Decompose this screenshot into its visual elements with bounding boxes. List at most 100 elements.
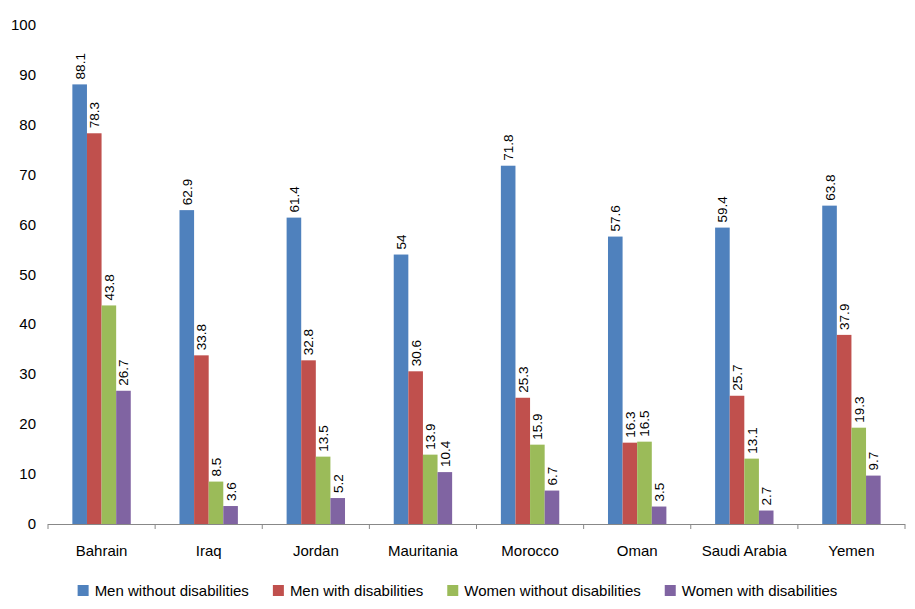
x-tick-label: Iraq [196,542,222,559]
bar [394,255,409,524]
legend-swatch [665,585,676,596]
legend-label: Men with disabilities [290,582,423,599]
x-axis-tick [369,524,370,529]
x-axis-tick [48,524,49,529]
bar [744,459,759,524]
y-tick-label: 60 [19,216,36,233]
x-tick-label: Bahrain [76,542,128,559]
bar [501,166,516,524]
data-label: 6.7 [545,467,560,486]
bar [545,491,560,524]
bar [72,84,87,524]
y-tick-label: 70 [19,166,36,183]
legend-label: Women without disabilities [464,582,640,599]
x-tick-label: Oman [617,542,658,559]
data-label: 25.7 [730,364,745,390]
data-label: 78.3 [87,102,102,128]
bar [530,445,545,524]
data-label: 16.5 [637,410,652,436]
bar [608,237,623,524]
legend-swatch [273,585,284,596]
bar [179,210,194,524]
y-tick [43,324,48,325]
bar [759,511,774,524]
chart-container: 010203040506070809010088.178.343.826.762… [0,0,915,609]
data-label: 62.9 [180,179,195,205]
y-tick [43,25,48,26]
y-tick [43,474,48,475]
data-label: 57.6 [608,205,623,231]
y-tick-label: 80 [19,116,36,133]
y-tick-label: 30 [19,365,36,382]
bar [438,472,453,524]
data-label: 3.6 [224,482,239,501]
y-tick [43,274,48,275]
x-tick-label: Morocco [501,542,559,559]
bar [301,360,316,524]
bar [423,455,438,524]
bar [623,443,638,524]
bar [851,428,866,524]
bar [223,506,238,524]
bar [637,442,652,524]
data-label: 26.7 [116,359,131,385]
data-label: 15.9 [530,413,545,439]
data-label: 19.3 [852,396,867,422]
data-label: 32.8 [302,329,317,355]
bar [287,218,302,524]
y-tick [43,374,48,375]
legend-label: Men without disabilities [95,582,249,599]
x-axis-tick [262,524,263,529]
bar [116,391,131,524]
y-tick [43,424,48,425]
data-label: 61.4 [287,186,302,213]
bar [715,228,730,524]
data-label: 33.8 [194,324,209,350]
legend: Men without disabilities Men with disabil… [78,582,838,599]
y-tick [43,224,48,225]
bar [730,396,745,524]
chart: 010203040506070809010088.178.343.826.762… [0,0,915,609]
data-label: 13.9 [423,423,438,449]
y-tick [43,74,48,75]
data-label: 3.5 [652,483,667,502]
data-label: 30.6 [409,340,424,366]
bar [866,476,881,524]
x-axis-tick [583,524,584,529]
y-tick [43,174,48,175]
bar [822,206,837,524]
data-label: 10.4 [438,440,453,467]
data-label: 63.8 [823,174,838,200]
bar [194,355,209,524]
data-label: 16.3 [623,411,638,437]
data-label: 59.4 [715,196,730,223]
legend-swatch [447,585,458,596]
data-label: 25.3 [516,366,531,392]
y-tick-label: 0 [28,515,36,532]
data-label: 71.8 [501,134,516,160]
bar [652,507,667,524]
bar [515,398,530,524]
bar [102,305,117,524]
y-tick [43,524,48,525]
legend-label: Women with disabilities [682,582,838,599]
bars [72,84,880,524]
data-label: 54 [394,234,409,250]
x-axis-tick [476,524,477,529]
data-label: 13.5 [316,425,331,451]
data-label: 5.2 [331,474,346,493]
x-axis-tick [155,524,156,529]
x-tick-label: Saudi Arabia [702,542,788,559]
bar [330,498,345,524]
data-label: 43.8 [102,274,117,300]
data-label: 13.1 [745,427,760,453]
y-tick [43,124,48,125]
x-axis-tick [797,524,798,529]
y-tick-label: 100 [11,16,36,33]
y-tick-label: 90 [19,66,36,83]
bar [837,335,852,524]
y-tick-label: 40 [19,315,36,332]
bar [316,457,331,524]
y-tick-label: 50 [19,266,36,283]
legend-swatch [78,585,89,596]
